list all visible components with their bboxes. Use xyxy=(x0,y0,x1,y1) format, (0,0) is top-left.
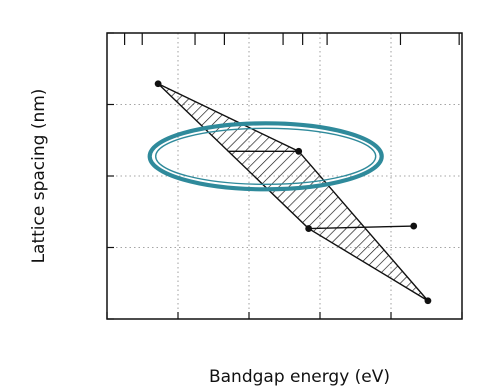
data-point xyxy=(305,225,313,232)
tie-lines-layer xyxy=(227,150,414,230)
hatched-region xyxy=(157,83,429,302)
data-point xyxy=(295,147,303,155)
hatched-region-layer xyxy=(157,83,429,302)
x-axis-title: Bandgap energy (eV) xyxy=(209,367,390,387)
points-layer xyxy=(154,80,432,305)
highlight-ellipse-inner xyxy=(155,127,377,186)
y-axis-title: Lattice spacing (nm) xyxy=(29,89,49,264)
data-point xyxy=(424,297,432,305)
data-point xyxy=(154,80,162,88)
data-point xyxy=(410,222,418,230)
highlight-layer xyxy=(147,121,384,192)
ticks-layer xyxy=(106,32,463,320)
grid xyxy=(107,33,462,319)
tie-line xyxy=(308,225,414,230)
highlight-ellipse-outer xyxy=(147,121,384,192)
